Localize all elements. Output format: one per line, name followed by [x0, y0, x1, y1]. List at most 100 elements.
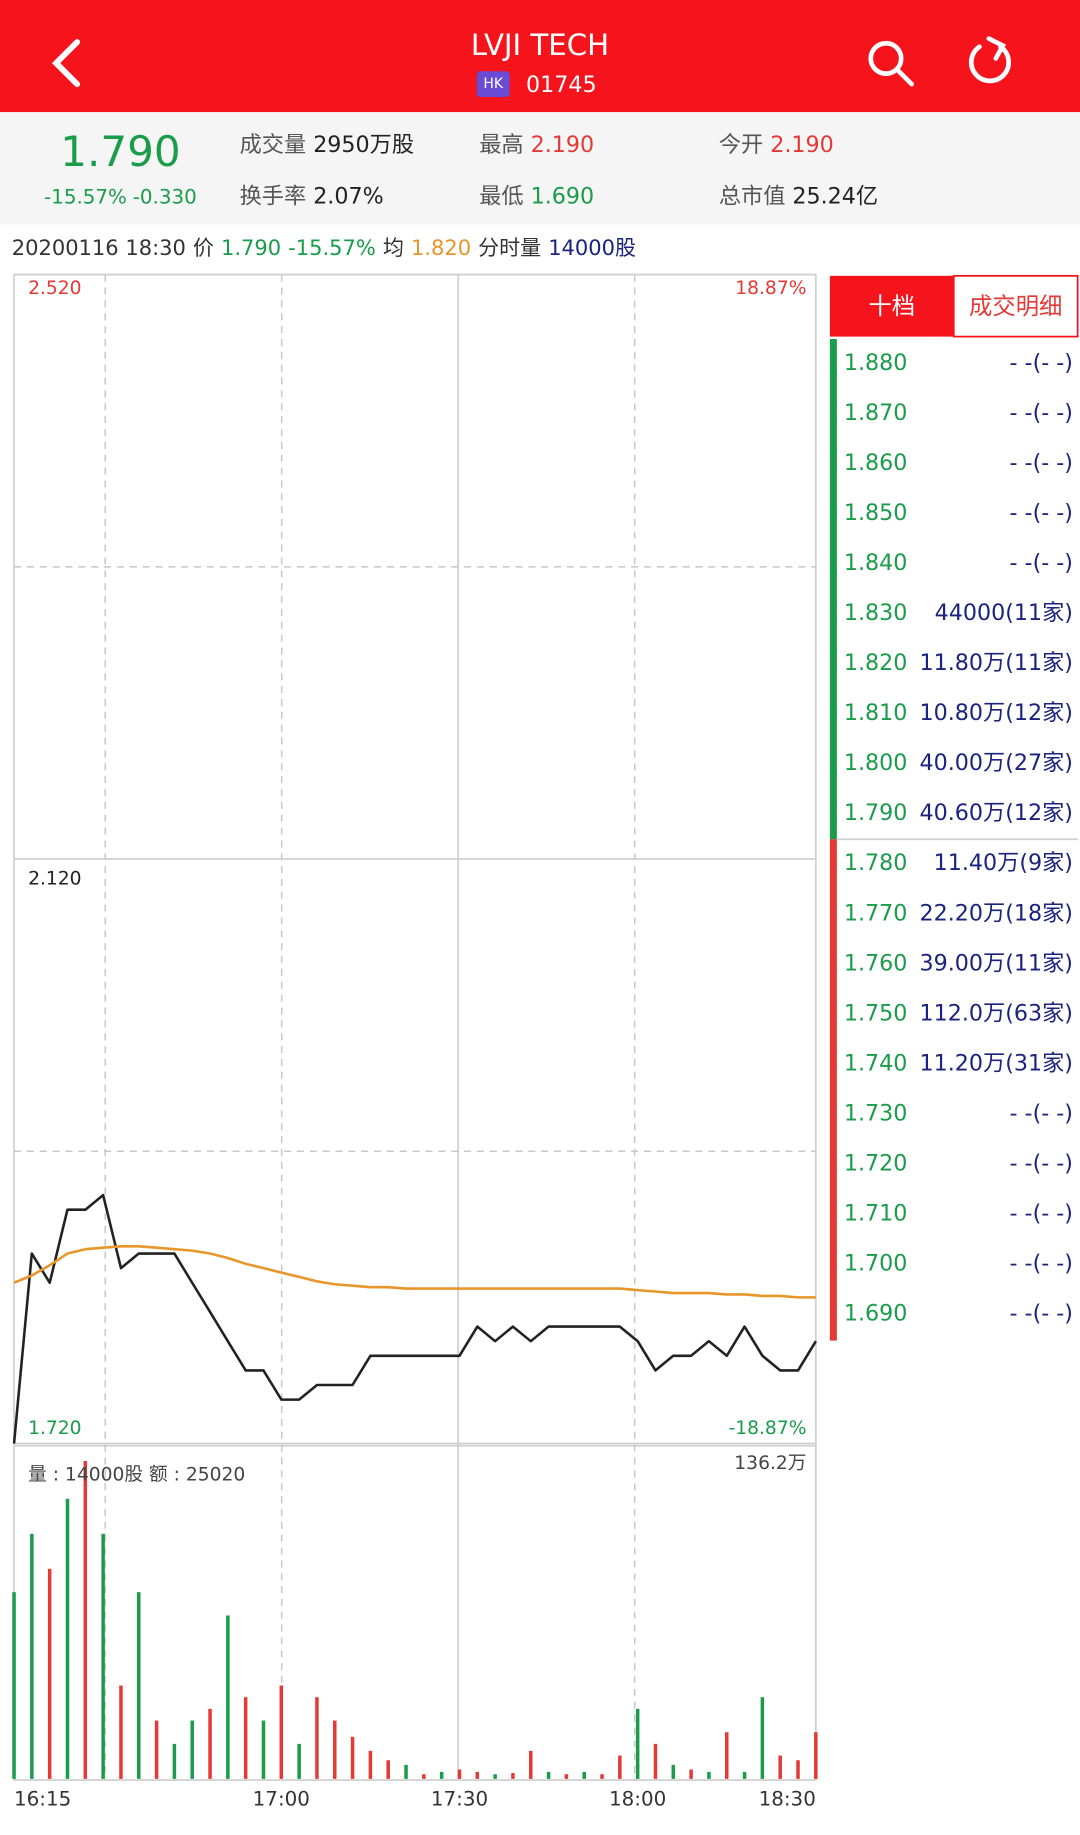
- book-price: 1.790: [844, 800, 908, 826]
- book-volume: 10.80万(12家): [920, 700, 1073, 726]
- volume-bar: [546, 1771, 551, 1779]
- volume-bar: [796, 1760, 800, 1779]
- book-price: 1.870: [844, 400, 908, 426]
- volume-bar: [261, 1720, 266, 1779]
- stat: 换手率 2.07%: [240, 183, 384, 209]
- info-line: 20200116 18:30 价 1.790 -15.57% 均 1.820 分时量 1400…: [12, 235, 636, 260]
- stat-label: 最高: [479, 131, 523, 157]
- book-price: 1.740: [844, 1050, 908, 1076]
- info-avg: 1.820: [411, 235, 471, 260]
- change-pct: -15.57%: [44, 185, 127, 208]
- bid-side-bar: [829, 839, 837, 1341]
- volume-bar: [724, 1732, 729, 1779]
- x-tick-label: 17:30: [431, 1787, 488, 1810]
- volume-bar: [243, 1697, 248, 1779]
- stat-label: 总市值: [719, 183, 786, 209]
- volume-bar: [582, 1771, 586, 1779]
- book-volume: - -(- -): [1010, 1150, 1073, 1176]
- book-price: 1.700: [844, 1250, 908, 1276]
- x-tick-label: 17:00: [253, 1787, 310, 1810]
- stat-value: 2.190: [770, 131, 834, 157]
- volume-bar: [671, 1764, 676, 1779]
- refresh-button[interactable]: [968, 36, 1012, 84]
- volume-bar: [65, 1498, 70, 1779]
- stat: 最高 2.190: [479, 131, 594, 157]
- volume-bar: [386, 1760, 390, 1779]
- book-volume: - -(- -): [1010, 1300, 1073, 1326]
- stat-label: 换手率: [240, 183, 307, 209]
- stock-code: 01745: [526, 72, 597, 98]
- volume-bar: [814, 1732, 818, 1779]
- volume-bar: [190, 1720, 194, 1779]
- volume-bar: [297, 1743, 301, 1779]
- volume-bar: [12, 1592, 16, 1779]
- book-volume: 40.00万(27家): [920, 750, 1073, 776]
- volume-bar: [600, 1774, 604, 1779]
- book-price: 1.690: [844, 1300, 908, 1326]
- book-volume: 11.20万(31家): [920, 1050, 1073, 1076]
- volume-bar: [439, 1771, 444, 1779]
- volume-bar: [475, 1771, 480, 1779]
- quote-panel: [0, 112, 1080, 225]
- book-price: 1.760: [844, 950, 908, 976]
- book-price: 1.710: [844, 1200, 908, 1226]
- ask-side-bar: [829, 338, 837, 840]
- volume-bar: [226, 1615, 230, 1779]
- book-volume: - -(- -): [1010, 400, 1073, 426]
- volume-bar: [457, 1769, 462, 1779]
- book-price: 1.720: [844, 1150, 908, 1176]
- x-tick-label: 18:00: [609, 1787, 666, 1810]
- info-vol-label: 分时量: [478, 235, 541, 260]
- book-volume: 11.80万(11家): [920, 650, 1073, 676]
- stat-value: 2.190: [531, 131, 595, 157]
- book-volume: - -(- -): [1010, 550, 1073, 576]
- last-price: 1.790: [60, 127, 180, 176]
- volume-bar: [30, 1533, 34, 1779]
- price-line: [12, 1193, 817, 1444]
- stat-label: 成交量: [240, 131, 307, 157]
- book-volume: 44000(11家): [935, 600, 1073, 626]
- stat: 成交量 2950万股: [240, 131, 414, 157]
- volume-bar: [172, 1743, 177, 1779]
- stat-label: 今开: [719, 131, 763, 157]
- book-price: 1.810: [844, 700, 908, 726]
- volume-bar: [564, 1774, 569, 1779]
- book-volume: 40.60万(12家): [920, 800, 1073, 826]
- volume-bar: [635, 1708, 640, 1779]
- book-price: 1.800: [844, 750, 908, 776]
- volume-bar: [529, 1750, 533, 1779]
- book-volume: - -(- -): [1010, 1250, 1073, 1276]
- back-button[interactable]: [51, 39, 81, 88]
- stat: 今开 2.190: [719, 131, 834, 157]
- market-label: HK: [483, 76, 504, 92]
- volume-bar: [707, 1771, 711, 1779]
- chart-frame: [13, 273, 817, 1781]
- volume-bar: [511, 1773, 515, 1779]
- change-abs: -0.330: [133, 185, 197, 208]
- tab-label: 成交明细: [969, 292, 1062, 320]
- book-price: 1.730: [844, 1100, 908, 1126]
- volume-bar: [689, 1769, 693, 1779]
- book-price: 1.780: [844, 850, 908, 876]
- market-badge: [476, 71, 510, 98]
- y-tick-label: 1.720: [28, 1418, 81, 1439]
- book-price: 1.750: [844, 1000, 908, 1026]
- info-vol: 14000股: [548, 235, 636, 260]
- volume-bar: [119, 1685, 123, 1779]
- book-price: 1.820: [844, 650, 908, 676]
- vertical-grid: [104, 274, 636, 1781]
- y-tick-label: 2.120: [28, 868, 81, 889]
- y2-tick-label: 18.87%: [735, 278, 806, 299]
- search-button[interactable]: [868, 40, 915, 87]
- tab-inactive[interactable]: [952, 274, 1079, 338]
- book-volume: - -(- -): [1010, 350, 1073, 376]
- book-volume: - -(- -): [1010, 450, 1073, 476]
- info-avg-label: 均: [383, 235, 404, 260]
- volume-bar: [315, 1697, 319, 1779]
- book-volume: 22.20万(18家): [920, 900, 1073, 926]
- volume-bar: [778, 1755, 782, 1779]
- volume-bar: [493, 1774, 497, 1779]
- volume-bar: [368, 1750, 373, 1779]
- tab-active[interactable]: [829, 275, 954, 337]
